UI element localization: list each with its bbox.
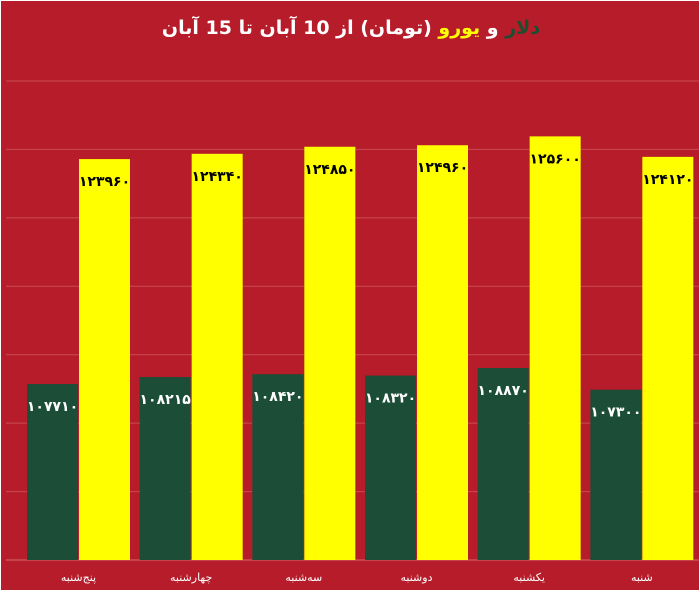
chart-title-part: دلار <box>505 17 541 39</box>
dollar-data-label: ۱۰۷۷۱۰ <box>27 399 78 415</box>
euro-data-label: ۱۲۴۹۶۰ <box>417 160 468 176</box>
x-tick-label: شنبه <box>631 571 653 584</box>
dollar-bar <box>365 375 416 560</box>
dollar-data-label: ۱۰۸۲۱۵ <box>140 392 192 408</box>
euro-bar <box>79 159 130 560</box>
chart-title-part: و <box>480 17 506 39</box>
euro-data-label: ۱۲۴۱۲۰ <box>642 172 693 188</box>
x-tick-label: پنج‌شنبه <box>61 571 96 584</box>
dollar-bar <box>252 374 304 560</box>
euro-data-label: ۱۲۳۹۶۰ <box>79 174 130 190</box>
dollar-data-label: ۱۰۸۴۲۰ <box>252 389 303 405</box>
euro-data-label: ۱۲۴۳۴۰ <box>192 169 243 185</box>
dollar-bar <box>139 377 191 560</box>
x-tick-label: دوشنبه <box>401 571 433 584</box>
dollar-bar <box>27 384 78 560</box>
dollar-data-label: ۱۰۷۳۰۰ <box>590 405 641 421</box>
euro-data-label: ۱۲۵۶۰۰ <box>530 151 581 167</box>
dollar-bar <box>477 367 529 560</box>
chart-title: دلار و یورو (تومان) از 10 آبان تا 15 آبا… <box>1 17 699 39</box>
chart-title-part: یورو <box>438 17 481 39</box>
x-tick-label: یکشنبه <box>513 571 545 584</box>
euro-data-label: ۱۲۴۸۵۰ <box>304 162 355 178</box>
dollar-data-label: ۱۰۸۸۷۰ <box>478 383 529 399</box>
dollar-bar <box>590 389 642 560</box>
chart-title-part: (تومان) از 10 آبان تا 15 آبان <box>161 17 439 39</box>
euro-bar <box>642 156 694 560</box>
euro-bar <box>191 153 243 560</box>
euro-bar <box>529 136 581 560</box>
dollar-data-label: ۱۰۸۳۲۰ <box>365 391 416 407</box>
x-tick-label: سه‌شنبه <box>285 571 322 584</box>
x-tick-label: چهارشنبه <box>170 571 212 584</box>
euro-bar <box>417 145 468 560</box>
euro-bar <box>304 146 356 560</box>
